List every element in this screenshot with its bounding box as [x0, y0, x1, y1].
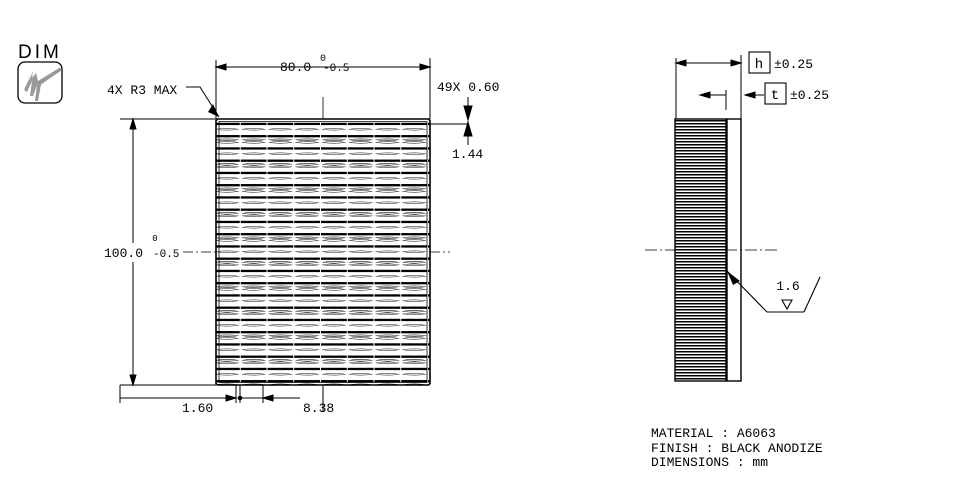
svg-text:-0.5: -0.5: [153, 249, 179, 261]
svg-text:DIMENSIONS : mm: DIMENSIONS : mm: [651, 455, 768, 470]
svg-text:FINISH : BLACK ANODI: FINISH : BLACK ANODIZE: [651, 441, 823, 456]
svg-text:1.44: 1.44: [452, 147, 483, 162]
svg-text:80.0: 80.0: [280, 60, 311, 75]
svg-text:h: h: [755, 57, 763, 73]
svg-text:4X R3 MAX: 4X R3 MAX: [107, 83, 177, 98]
svg-text:100.0: 100.0: [104, 246, 143, 261]
svg-text:0: 0: [152, 234, 157, 244]
svg-text:DIM: DIM: [18, 42, 62, 63]
svg-text:±0.25: ±0.25: [790, 88, 829, 103]
svg-text:1.60: 1.60: [182, 401, 213, 416]
svg-text:t: t: [771, 88, 779, 104]
svg-text:±0.25: ±0.25: [774, 57, 813, 72]
svg-text:-0.5: -0.5: [323, 63, 349, 75]
svg-text:49X 0.60: 49X 0.60: [437, 80, 499, 95]
svg-text:8.38: 8.38: [303, 401, 334, 416]
svg-text:MATERIAL : A6063: MATERIAL : A6063: [651, 426, 776, 441]
svg-text:1.6: 1.6: [776, 279, 799, 294]
